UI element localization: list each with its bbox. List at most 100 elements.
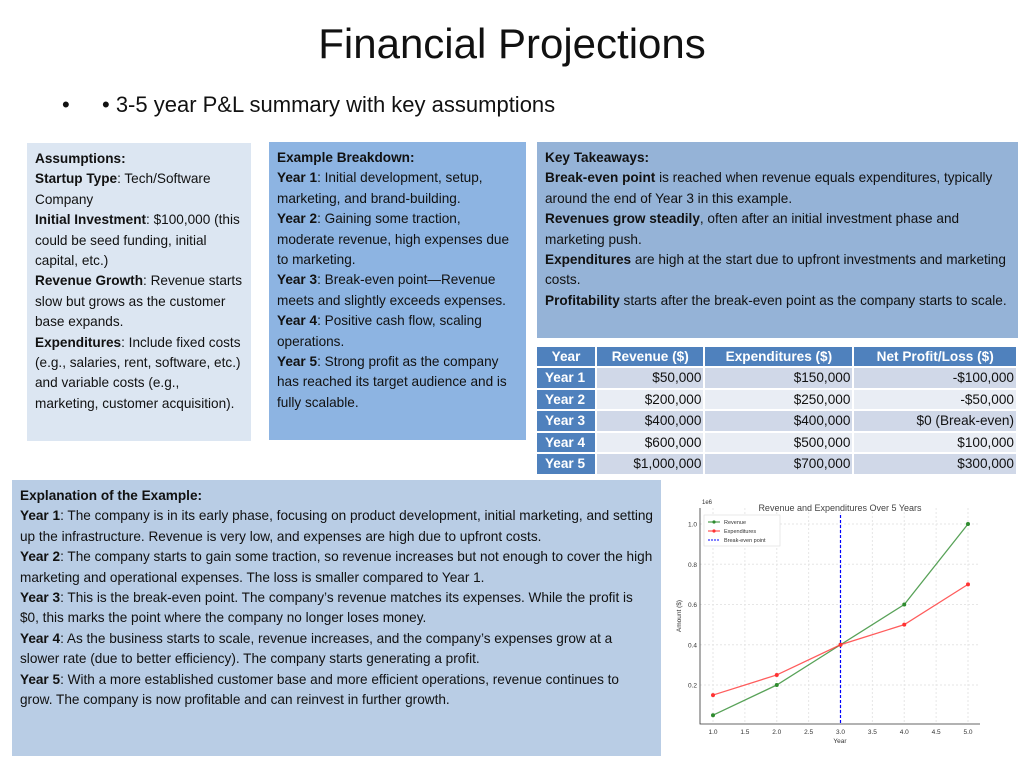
x-tick-label: 4.5 bbox=[932, 729, 941, 736]
item-text: starts after the break-even point as the… bbox=[619, 292, 1007, 308]
table-row: Year 5 $1,000,000 $700,000 $300,000 bbox=[537, 454, 1016, 474]
box-item: Year 2: The company starts to gain some … bbox=[20, 547, 653, 588]
y-tick-label: 0.4 bbox=[688, 642, 697, 649]
item-label: Initial Investment bbox=[35, 212, 147, 228]
item-text: : Gaining some traction, moderate revenu… bbox=[277, 211, 510, 268]
table-cell: -$50,000 bbox=[854, 389, 1016, 409]
item-label: Break-even point bbox=[545, 170, 656, 186]
item-text: : Break-even point—Revenue meets and sli… bbox=[277, 272, 506, 308]
row-year: Year 4 bbox=[537, 432, 596, 452]
table-cell: $150,000 bbox=[705, 368, 853, 388]
item-text: : Include fixed costs (e.g., salaries, r… bbox=[35, 334, 241, 411]
axis-spine bbox=[699, 508, 980, 725]
item-label: Year 2 bbox=[20, 549, 61, 565]
assumptions-box: Assumptions: Startup Type: Tech/Software … bbox=[27, 143, 251, 441]
explanation-box: Explanation of the Example: Year 1: The c… bbox=[12, 480, 661, 756]
box-item: Startup Type: Tech/Software Company bbox=[35, 169, 243, 210]
data-point-revenue bbox=[774, 683, 779, 687]
data-point-expenditures bbox=[966, 582, 970, 587]
row-year: Year 1 bbox=[537, 368, 596, 388]
table-cell: $200,000 bbox=[597, 389, 704, 409]
item-label: Year 2 bbox=[277, 211, 318, 227]
item-text: : $100,000 (this could be seed funding, … bbox=[35, 212, 240, 269]
y-tick-label: 0.6 bbox=[688, 602, 697, 609]
item-label: Expenditures bbox=[545, 252, 632, 268]
item-text: : The company starts to gain some tracti… bbox=[20, 549, 653, 585]
item-label: Year 3 bbox=[20, 590, 61, 606]
x-tick-label: 1.5 bbox=[740, 729, 749, 736]
legend-box bbox=[703, 514, 781, 547]
table-cell: $700,000 bbox=[705, 454, 853, 474]
item-label: Year 1 bbox=[277, 170, 318, 186]
data-point-revenue bbox=[711, 713, 715, 718]
item-label: Revenue Growth bbox=[35, 273, 144, 289]
table-row: Year 1 $50,000 $150,000 -$100,000 bbox=[537, 368, 1016, 388]
data-point-expenditures bbox=[774, 672, 779, 677]
box-item: Revenues grow steadily, often after an i… bbox=[545, 209, 1010, 250]
item-text: : The company is in its early phase, foc… bbox=[20, 508, 653, 544]
chart-title: Revenue and Expenditures Over 5 Years bbox=[758, 503, 922, 513]
box-item: Profitability starts after the break-eve… bbox=[545, 291, 1010, 311]
item-text: : As the business starts to scale, reven… bbox=[20, 630, 613, 667]
x-tick-label: 5.0 bbox=[963, 729, 972, 736]
item-text: are high at the start due to upfront inv… bbox=[545, 252, 1006, 288]
y-tick-label: 0.8 bbox=[688, 562, 697, 569]
table-cell: $300,000 bbox=[854, 454, 1016, 474]
x-tick-label: 2.0 bbox=[772, 729, 781, 736]
item-text: : Tech/Software Company bbox=[35, 171, 211, 207]
table-cell: $400,000 bbox=[597, 411, 704, 431]
subtitle-bullet: • 3-5 year P&L summary with key assumpti… bbox=[102, 92, 556, 117]
item-text: : Strong profit as the company has reach… bbox=[277, 354, 507, 410]
table-cell: $50,000 bbox=[597, 368, 704, 388]
box-item: Break-even point is reached when revenue… bbox=[545, 168, 1010, 209]
box-item: Year 1: The company is in its early phas… bbox=[20, 506, 653, 547]
table-cell: -$100,000 bbox=[854, 368, 1016, 388]
data-point-revenue bbox=[902, 602, 907, 607]
data-point-expenditures bbox=[902, 622, 907, 627]
item-label: Revenues grow steadily bbox=[545, 211, 700, 227]
table-cell: $0 (Break-even) bbox=[854, 411, 1016, 431]
y-multiplier: 1e6 bbox=[702, 500, 713, 506]
data-point-expenditures bbox=[711, 693, 715, 698]
column-header: Year bbox=[537, 347, 596, 366]
x-tick-label: 3.5 bbox=[868, 729, 877, 736]
x-axis-label: Year bbox=[833, 738, 847, 745]
box-heading: Explanation of the Example: bbox=[20, 488, 203, 503]
table-row: Year 3 $400,000 $400,000 $0 (Break-even) bbox=[537, 411, 1016, 431]
x-tick-label: 3.0 bbox=[836, 729, 845, 736]
box-item: Revenue Growth: Revenue starts slow but … bbox=[35, 271, 243, 332]
bullet-marker: • bbox=[62, 92, 70, 117]
item-text: : This is the break-even point. The comp… bbox=[20, 590, 633, 626]
item-label: Startup Type bbox=[35, 171, 118, 187]
table-row: Year 2 $200,000 $250,000 -$50,000 bbox=[537, 389, 1016, 409]
box-item: Year 1: Initial development, setup, mark… bbox=[277, 168, 518, 209]
box-item: Year 3: Break-even point—Revenue meets a… bbox=[277, 270, 518, 311]
box-item: Year 3: This is the break-even point. Th… bbox=[20, 588, 653, 629]
table-cell: $400,000 bbox=[705, 411, 853, 431]
row-year: Year 3 bbox=[537, 411, 596, 431]
item-label: Year 5 bbox=[20, 671, 61, 687]
table-cell: $1,000,000 bbox=[597, 454, 704, 474]
box-heading: Example Breakdown: bbox=[277, 150, 415, 165]
legend-label: Revenue bbox=[724, 520, 746, 526]
box-heading: Assumptions: bbox=[35, 151, 126, 166]
box-item: Initial Investment: $100,000 (this could… bbox=[35, 210, 243, 271]
item-text: : With a more established customer base … bbox=[20, 671, 619, 708]
pl-table: Year Revenue ($) Expenditures ($) Net Profi… bbox=[535, 345, 1018, 476]
box-item: Year 5: With a more established customer… bbox=[20, 670, 653, 711]
legend-marker bbox=[712, 529, 716, 533]
box-item: Year 5: Strong profit as the company has… bbox=[277, 352, 518, 413]
y-tick-label: 1.0 bbox=[688, 522, 697, 529]
item-text: is reached when revenue equals expenditu… bbox=[545, 170, 993, 206]
item-text: : Revenue starts slow but grows as the c… bbox=[35, 273, 242, 330]
example-breakdown-box: Example Breakdown: Year 1: Initial develo… bbox=[269, 142, 526, 440]
legend-marker bbox=[712, 520, 716, 524]
bullet-line: • • 3-5 year P&L summary with key assumpt… bbox=[62, 92, 555, 118]
box-heading: Key Takeaways: bbox=[545, 150, 650, 165]
column-header: Revenue ($) bbox=[597, 347, 704, 366]
row-year: Year 2 bbox=[537, 389, 596, 409]
item-text: : Positive cash flow, scaling operations… bbox=[277, 313, 482, 349]
legend-label: Break-even point bbox=[724, 538, 766, 544]
x-tick-label: 4.0 bbox=[900, 729, 909, 736]
row-year: Year 5 bbox=[537, 454, 596, 474]
